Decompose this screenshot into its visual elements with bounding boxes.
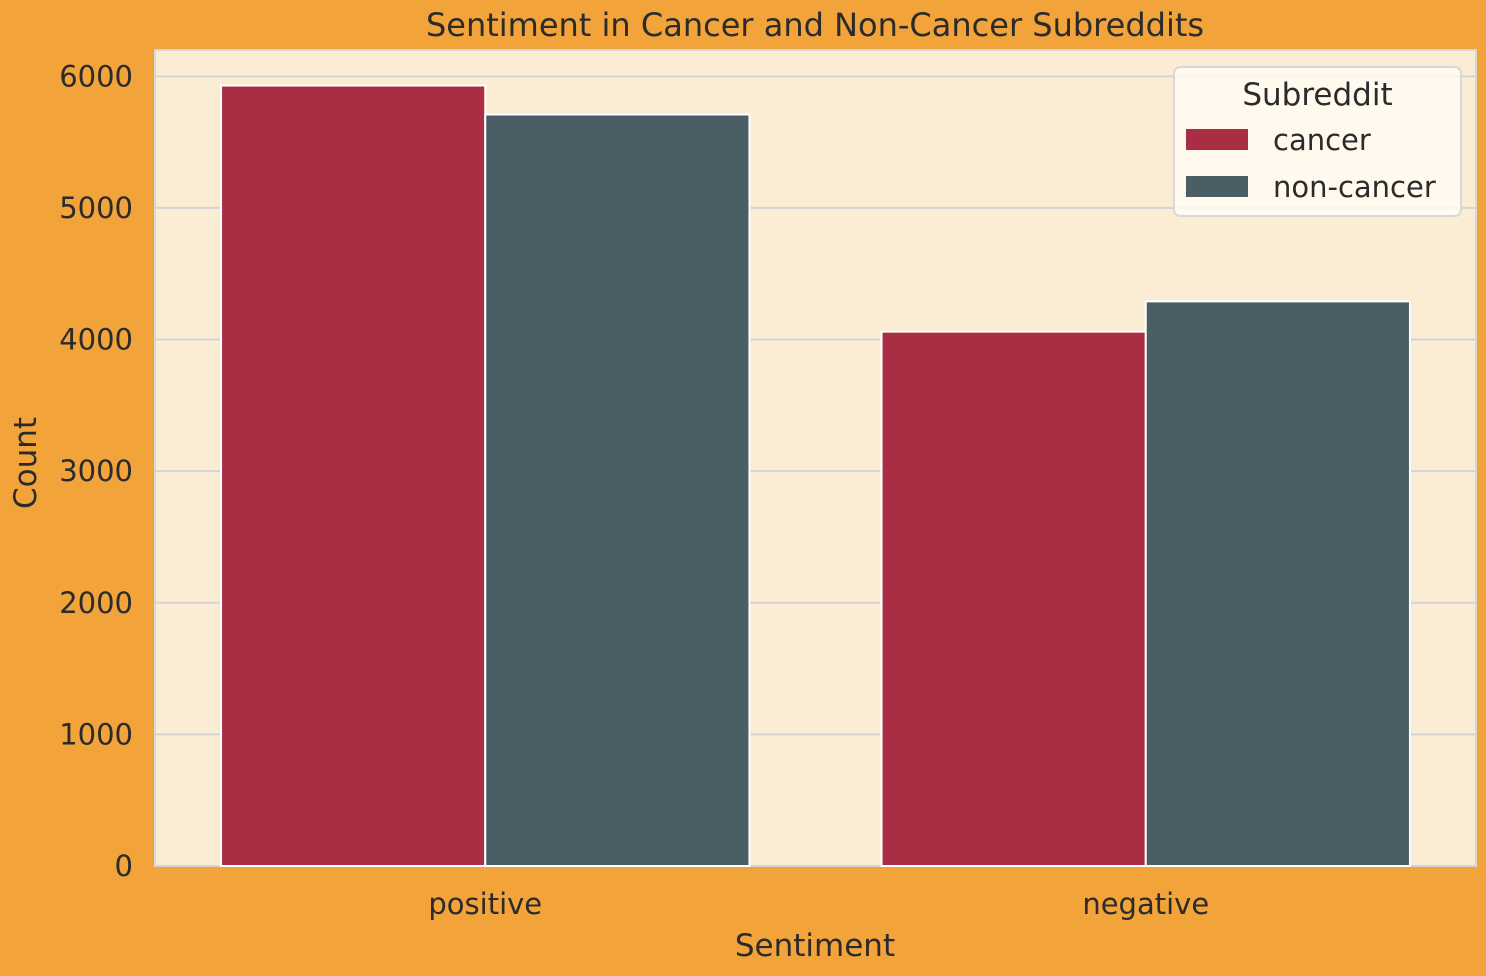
legend: Subreddit cancer non-cancer xyxy=(1173,66,1462,217)
y-tick-label: 1000 xyxy=(59,717,133,751)
y-tick-label: 2000 xyxy=(59,586,133,620)
legend-items: cancer non-cancer xyxy=(1186,123,1436,204)
y-tick-label: 4000 xyxy=(59,323,133,357)
y-tick-label: 0 xyxy=(115,849,133,883)
legend-title: Subreddit xyxy=(1242,77,1392,113)
legend-swatch-non-cancer xyxy=(1186,176,1248,197)
bar-non-cancer-positive xyxy=(484,113,751,868)
y-tick-label: 5000 xyxy=(59,191,133,225)
legend-swatch-cancer xyxy=(1186,129,1248,150)
y-tick-label: 3000 xyxy=(59,454,133,488)
y-tick-label: 6000 xyxy=(59,59,133,93)
x-axis-label: Sentiment xyxy=(735,928,895,964)
bars xyxy=(220,84,1411,868)
x-tick-label: positive xyxy=(428,887,542,921)
legend-label-non-cancer: non-cancer xyxy=(1273,170,1436,204)
bar-non-cancer-negative xyxy=(1144,300,1411,868)
bar-cancer-negative xyxy=(880,330,1147,867)
legend-label-cancer: cancer xyxy=(1273,123,1371,157)
y-tick-labels: 0 1000 2000 3000 4000 5000 6000 xyxy=(59,59,133,883)
chart-title: Sentiment in Cancer and Non-Cancer Subre… xyxy=(426,6,1204,44)
x-tick-label: negative xyxy=(1082,887,1209,921)
y-axis-label: Count xyxy=(8,417,44,509)
bar-cancer-positive xyxy=(220,84,487,868)
x-tick-labels: positive negative xyxy=(428,887,1209,921)
